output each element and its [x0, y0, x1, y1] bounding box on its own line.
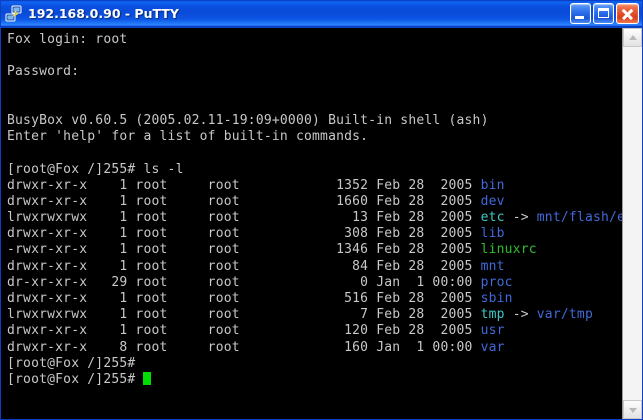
minimize-icon	[575, 16, 584, 19]
listing-row-name: linuxrc	[480, 242, 537, 258]
listing-row: lrwxrwxrwx 1 root root 7 Feb 28 2005 tmp…	[7, 307, 622, 323]
terminal-line-busybox-banner: BusyBox v0.60.5 (2005.02.11-19:09+0000) …	[7, 112, 489, 128]
listing-row: drwxr-xr-x 1 root root 1352 Feb 28 2005 …	[7, 178, 622, 194]
scrollbar-track[interactable]	[623, 47, 642, 400]
terminal-line-prompt-2: [root@Fox /]255#	[7, 355, 136, 371]
listing-row: drwxr-xr-x 1 root root 1660 Feb 28 2005 …	[7, 194, 622, 210]
shell-prompt: [root@Fox /]255#	[7, 371, 144, 387]
window-controls	[570, 3, 639, 24]
listing-row-meta: drwxr-xr-x 1 root root 308 Feb 28 2005	[7, 226, 481, 242]
text-cursor	[143, 371, 152, 385]
maximize-button[interactable]	[593, 3, 614, 24]
listing-row-meta: drwxr-xr-x 1 root root 516 Feb 28 2005	[7, 291, 481, 306]
listing-row-meta: dr-xr-xr-x 29 root root 0 Jan 1 00:00	[7, 274, 481, 290]
listing-row: drwxr-xr-x 1 root root 308 Feb 28 2005 l…	[7, 226, 622, 242]
listing-row-name: sbin	[480, 291, 513, 306]
directory-listing: drwxr-xr-x 1 root root 1352 Feb 28 2005 …	[7, 178, 622, 356]
listing-row-name: bin	[480, 177, 505, 193]
terminal-line-blank	[7, 81, 622, 97]
listing-row-name: etc	[480, 210, 505, 226]
listing-row-meta: lrwxrwxrwx 1 root root 13 Feb 28 2005	[7, 210, 481, 226]
listing-row: lrwxrwxrwx 1 root root 13 Feb 28 2005 et…	[7, 210, 622, 226]
shell-prompt: [root@Fox /]255#	[7, 161, 144, 177]
terminal-line-command: [root@Fox /]255# ls -l	[7, 162, 622, 178]
listing-row-name: usr	[480, 323, 505, 339]
listing-row-name: tmp	[480, 307, 505, 323]
listing-row: drwxr-xr-x 1 root root 84 Feb 28 2005 mn…	[7, 259, 622, 275]
terminal-line-password: Password:	[7, 64, 80, 80]
listing-row-arrow: ->	[504, 307, 537, 323]
terminal-scrollbar[interactable]	[622, 28, 642, 419]
listing-row-meta: drwxr-xr-x 1 root root 1352 Feb 28 2005	[7, 177, 481, 193]
listing-row: drwxr-xr-x 1 root root 516 Feb 28 2005 s…	[7, 291, 622, 307]
scroll-down-button[interactable]	[623, 400, 642, 419]
window-title: 192.168.0.90 - PuTTY	[28, 6, 179, 21]
window-client-area: Fox login: root Password: BusyBox v0.60.…	[1, 27, 642, 419]
listing-row-link-target: mnt/flash/etc	[536, 210, 622, 226]
chevron-down-icon	[628, 407, 637, 413]
terminal-screen[interactable]: Fox login: root Password: BusyBox v0.60.…	[1, 28, 622, 419]
terminal-line-prompt-3: [root@Fox /]255#	[7, 371, 622, 388]
minimize-button[interactable]	[570, 3, 591, 24]
listing-row-meta: drwxr-xr-x 1 root root 84 Feb 28 2005	[7, 258, 481, 274]
listing-row: dr-xr-xr-x 29 root root 0 Jan 1 00:00 pr…	[7, 275, 622, 291]
listing-row-name: proc	[480, 274, 513, 290]
listing-row-meta: drwxr-xr-x 1 root root 120 Feb 28 2005	[7, 323, 481, 339]
listing-row-meta: drwxr-xr-x 1 root root 1660 Feb 28 2005	[7, 193, 481, 209]
listing-row-meta: drwxr-xr-x 8 root root 160 Jan 1 00:00	[7, 339, 481, 355]
listing-row-name: dev	[480, 193, 505, 209]
terminal-line-blank	[7, 97, 622, 113]
listing-row: drwxr-xr-x 8 root root 160 Jan 1 00:00 v…	[7, 340, 622, 356]
listing-row-name: mnt	[480, 258, 505, 274]
listing-row-arrow: ->	[504, 210, 537, 226]
listing-row-link-target: var/tmp	[536, 307, 593, 323]
listing-row-name: var	[480, 339, 505, 355]
chevron-up-icon	[628, 34, 637, 40]
maximize-icon	[598, 8, 609, 18]
scroll-up-button[interactable]	[623, 28, 642, 47]
listing-row: -rwxr-xr-x 1 root root 1346 Feb 28 2005 …	[7, 242, 622, 258]
listing-row-name: lib	[480, 226, 505, 242]
listing-row-meta: lrwxrwxrwx 1 root root 7 Feb 28 2005	[7, 307, 481, 323]
terminal-line-help-hint: Enter 'help' for a list of built-in comm…	[7, 129, 369, 145]
listing-row-meta: -rwxr-xr-x 1 root root 1346 Feb 28 2005	[7, 242, 481, 258]
shell-command: ls -l	[143, 161, 184, 177]
terminal-line-blank	[7, 48, 622, 64]
listing-row: drwxr-xr-x 1 root root 120 Feb 28 2005 u…	[7, 323, 622, 339]
close-button[interactable]	[616, 3, 639, 24]
title-bar[interactable]: 192.168.0.90 - PuTTY	[1, 1, 642, 27]
putty-computer-icon	[5, 5, 23, 23]
terminal-line-blank	[7, 145, 622, 161]
terminal-line-login: Fox login: root	[7, 32, 128, 47]
